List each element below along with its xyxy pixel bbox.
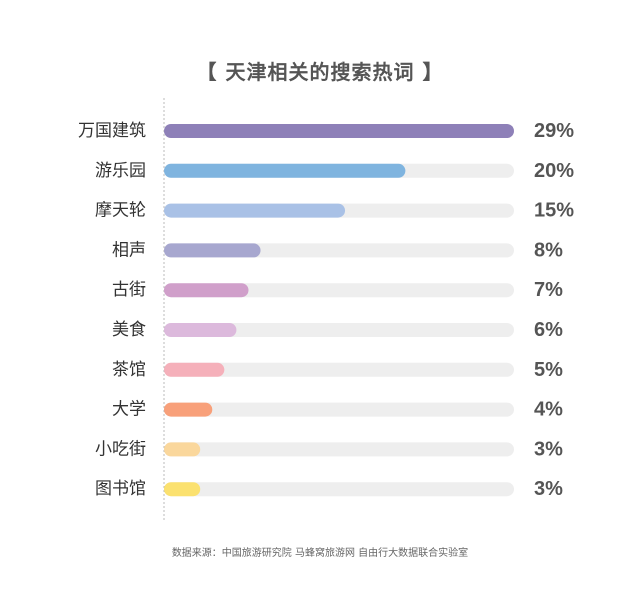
value-label: 7% — [534, 279, 563, 301]
category-label: 茶馆 — [112, 360, 146, 380]
bar-chart: 万国建筑 29% 游乐园 20% 摩天轮 15% 相声 8% 古街 7% 美食 6% 茶馆 5% 大学 4% 小… — [78, 98, 574, 520]
value-label: 8% — [534, 239, 563, 261]
bar-track — [164, 362, 514, 377]
value-label: 6% — [534, 319, 563, 341]
value-label: 15% — [534, 200, 574, 222]
category-label: 古街 — [112, 280, 146, 300]
bar — [164, 203, 346, 218]
value-label: 5% — [534, 359, 563, 381]
category-label: 美食 — [112, 320, 146, 340]
value-label: 29% — [534, 120, 574, 142]
value-label: 20% — [534, 160, 574, 182]
bar-track — [164, 323, 514, 337]
category-label: 游乐园 — [95, 161, 146, 181]
category-label: 图书馆 — [95, 479, 146, 499]
bar — [164, 362, 225, 377]
bar — [164, 402, 213, 417]
category-label: 万国建筑 — [78, 121, 146, 141]
value-label: 4% — [534, 399, 563, 421]
category-label: 摩天轮 — [95, 201, 146, 221]
bar-track — [164, 442, 514, 457]
bar — [164, 283, 249, 298]
value-label: 3% — [534, 478, 563, 500]
bar — [164, 163, 406, 178]
bar — [164, 323, 237, 337]
data-source-note: 数据来源：中国旅游研究院 马蜂窝旅游网 自由行大数据联合实验室 — [171, 548, 469, 559]
bar — [164, 442, 201, 457]
bar — [164, 243, 261, 258]
value-label: 3% — [534, 438, 563, 460]
bar — [164, 124, 514, 138]
category-label: 相声 — [112, 240, 146, 260]
bar-track — [164, 482, 514, 497]
bar — [164, 482, 201, 497]
bar-track — [164, 402, 514, 417]
category-label: 小吃街 — [95, 439, 146, 459]
chart-title: 【 天津相关的搜索热词 】 — [196, 60, 444, 84]
bar-track — [164, 283, 514, 298]
category-label: 大学 — [112, 400, 146, 420]
